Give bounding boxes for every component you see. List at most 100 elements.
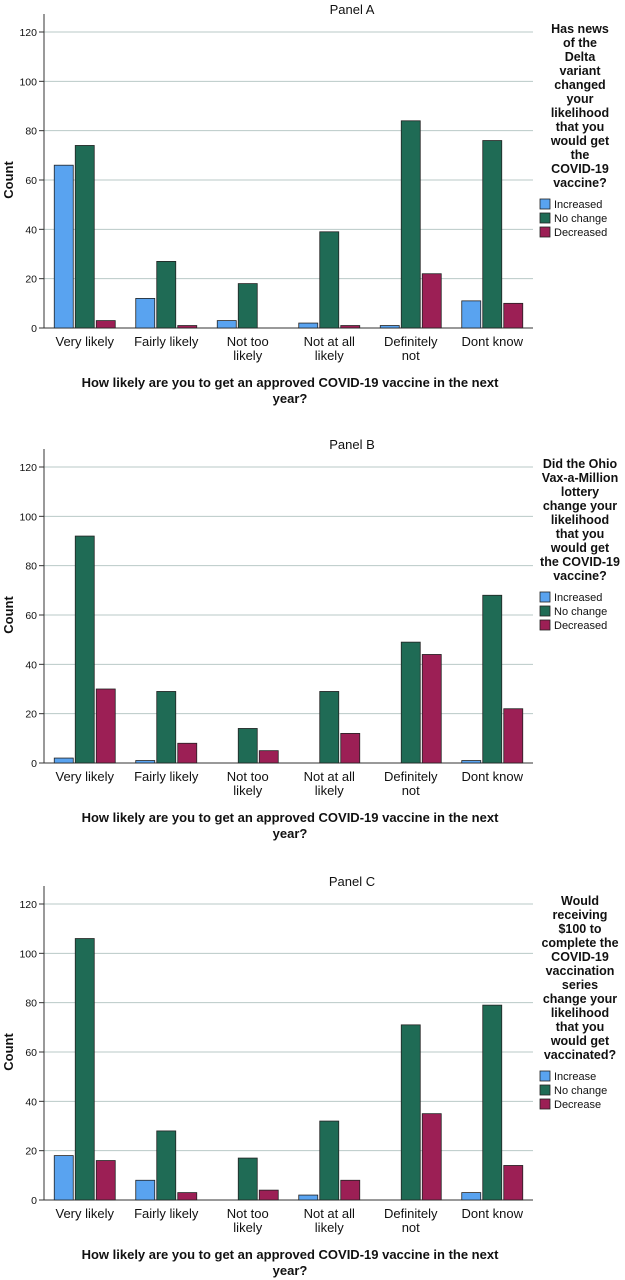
bar-increased [379,325,400,329]
category-label: Dont know [462,334,524,349]
bar-no-change [400,120,421,329]
category-label: Dont know [462,769,524,784]
legend-swatch-decreased [539,619,551,631]
bar-increased [53,757,74,764]
category-label: Not at all [304,1206,355,1221]
legend-title: receiving [553,908,608,922]
legend-title: COVID-19 [551,950,609,964]
bar-no-change [482,594,503,764]
category-label: Very likely [55,1206,114,1221]
y-tick-label: 20 [25,1146,37,1158]
bar-increased [135,297,156,329]
y-axis-label: Count [1,161,16,199]
y-tick-label: 120 [19,462,37,474]
legend-title: Delta [565,50,597,64]
bar-no-change [74,535,95,764]
legend-swatch-increased [539,591,551,603]
bar-decreased [503,708,524,764]
category-label: Fairly likely [134,1206,199,1221]
bar-no-change [237,1157,258,1201]
y-tick-label: 60 [25,1047,37,1059]
y-tick-label: 40 [25,1096,37,1108]
bar-decreased [177,1192,198,1201]
legend-title: changed [554,78,605,92]
chart-title: Panel B [329,437,375,452]
y-tick-label: 120 [19,899,37,911]
category-label: Definitely [384,334,438,349]
legend-label-no-change: No change [554,1085,607,1097]
y-tick-label: 40 [25,224,37,236]
bar-decreased [421,273,442,329]
legend-title: Vax-a-Million [542,471,618,485]
legend-title: vaccination [546,964,615,978]
category-label: Very likely [55,769,114,784]
bar-no-change [482,140,503,329]
x-axis-label: year? [273,391,308,406]
legend-label-increased: Increased [554,592,602,604]
legend-title: would get [550,541,610,555]
legend-title: Did the Ohio [543,457,618,471]
category-label: Fairly likely [134,334,199,349]
category-label: Not too [227,1206,269,1221]
legend-title: the [571,148,590,162]
legend-title: would get [550,1034,610,1048]
category-label: Very likely [55,334,114,349]
bar-increased [298,322,319,329]
bar-decreased [421,654,442,764]
bar-increased [53,164,74,329]
y-axis-label: Count [1,596,16,634]
x-axis-label: How likely are you to get an approved CO… [82,810,500,825]
bar-no-change [156,260,177,329]
category-label: Not too [227,769,269,784]
legend-title: Would [561,894,599,908]
legend-title: that you [556,527,605,541]
category-label: Fairly likely [134,769,199,784]
category-label: likely [315,1220,344,1235]
category-label: likely [233,348,262,363]
y-tick-label: 80 [25,561,37,573]
bar-increased [298,1194,319,1201]
category-label: Not at all [304,334,355,349]
y-tick-label: 80 [25,126,37,138]
category-label: not [402,348,420,363]
legend-label-decreased: Decreased [554,227,607,239]
x-axis-label: year? [273,1263,308,1278]
legend-title: of the [563,36,597,50]
bar-decreased [258,1189,279,1201]
bar-decreased [340,1179,361,1201]
bar-no-change [74,145,95,329]
bar-decreased [177,325,198,329]
y-tick-label: 100 [19,511,37,523]
bar-decreased [95,320,116,329]
y-tick-label: 100 [19,948,37,960]
y-tick-label: 60 [25,175,37,187]
bar-increased [461,760,482,764]
legend-title: COVID-19 [551,162,609,176]
bar-no-change [319,691,340,764]
bar-no-change [237,283,258,329]
legend-title: vaccine? [553,176,607,190]
bar-increased [53,1155,74,1201]
legend-title: change your [543,499,617,513]
legend-swatch-decreased [539,226,551,238]
bar-no-change [482,1004,503,1201]
legend-swatch-increased [539,198,551,210]
y-tick-label: 120 [19,27,37,39]
legend-title: your [566,92,593,106]
panel-b-svg: Panel B 0 20 40 60 80 100 120 Count Very likely Fa… [1,437,620,841]
bar-decreased [421,1113,442,1201]
legend-label-no-change: No change [554,213,607,225]
bar-no-change [156,691,177,764]
y-tick-label: 40 [25,659,37,671]
legend-swatch-no-change [539,1084,551,1096]
y-tick-label: 0 [31,323,37,335]
chart-title: Panel C [329,874,375,889]
legend-title: vaccinated? [544,1048,616,1062]
legend-title: change your [543,992,617,1006]
y-tick-label: 60 [25,610,37,622]
legend-title: Has news [551,22,609,36]
legend-label-increased: Increase [554,1071,596,1083]
legend-title: the COVID-19 [540,555,620,569]
bar-decreased [258,750,279,764]
